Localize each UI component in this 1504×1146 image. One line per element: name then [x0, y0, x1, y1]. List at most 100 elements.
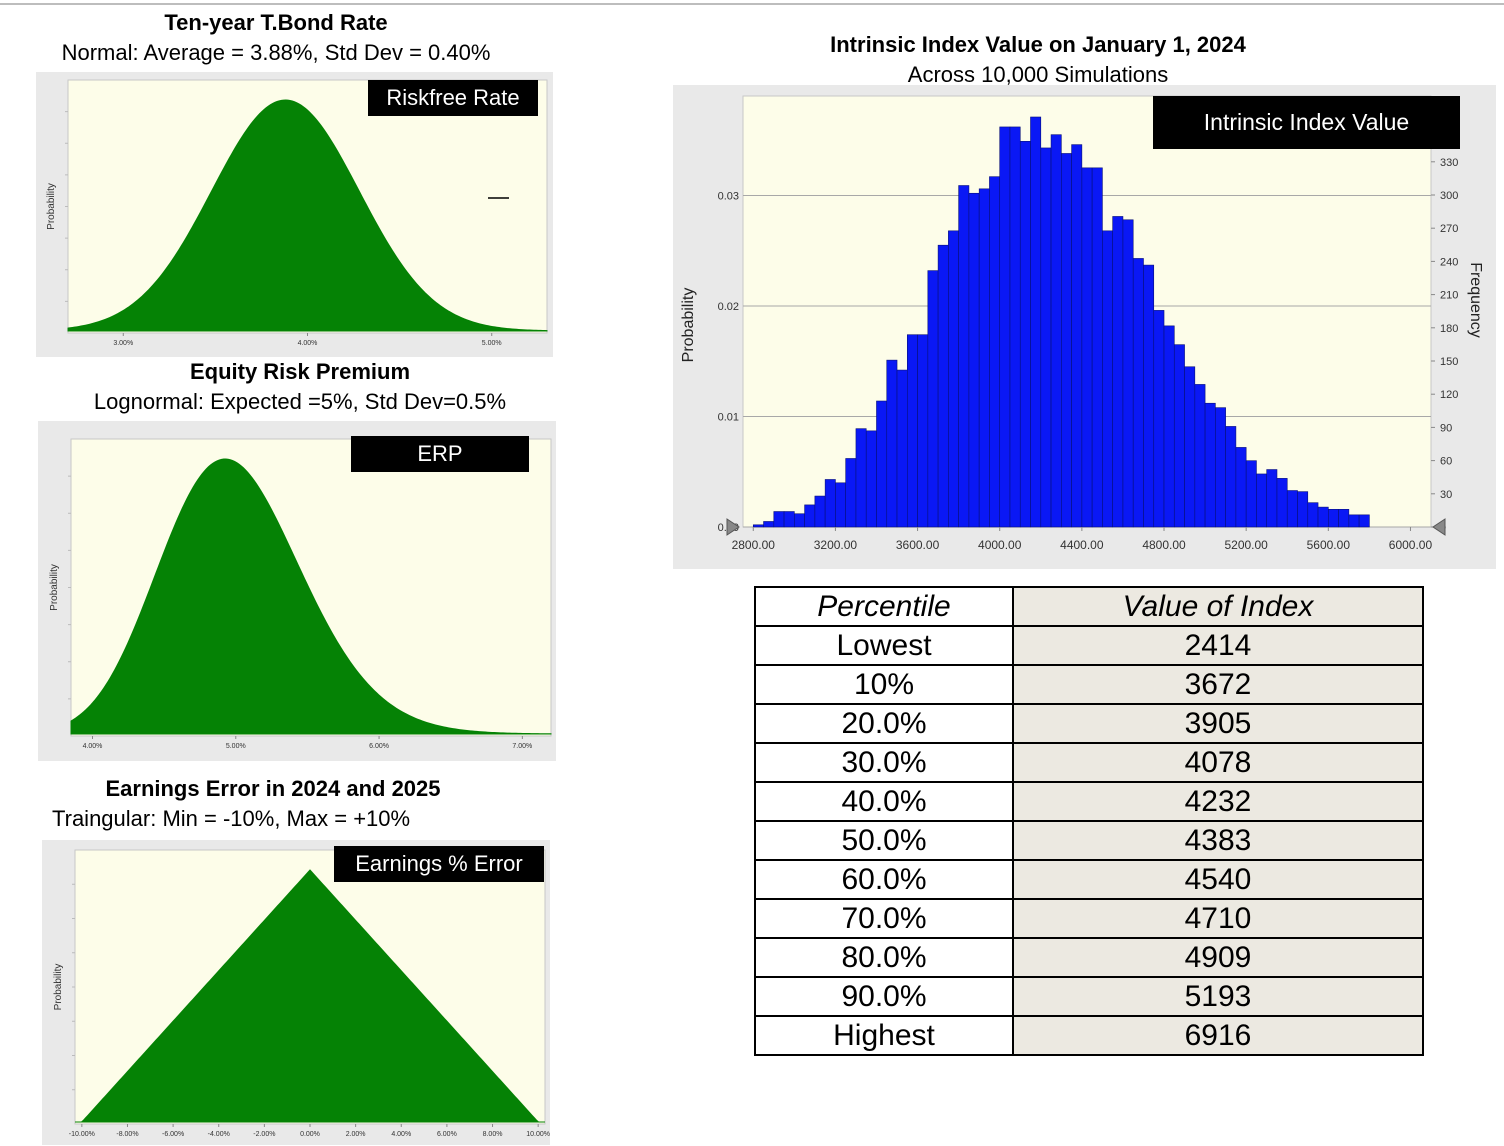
sim-y2-axis-label: Frequency: [1467, 262, 1484, 338]
sim-histogram-bar: [948, 230, 959, 528]
value-cell: 6916: [1012, 1015, 1424, 1056]
erp-x-tick-label: 6.00%: [369, 743, 389, 750]
sim-y2-tick-label: 120: [1440, 389, 1458, 401]
bond-chart-label: Riskfree Rate: [368, 80, 538, 116]
earn-title: Earnings Error in 2024 and 2025: [105, 776, 441, 801]
percentile-cell: 60.0%: [754, 859, 1014, 900]
bond-subtitle: Normal: Average = 3.88%, Std Dev = 0.40%: [61, 40, 491, 65]
percentile-cell: 50.0%: [754, 820, 1014, 861]
erp-x-tick-label: 4.00%: [83, 743, 103, 750]
earn-density-area: [75, 869, 545, 1123]
sim-x-tick-label: 6000.00: [1389, 538, 1433, 552]
value-cell: 5193: [1012, 976, 1424, 1017]
sim-histogram-bar: [1132, 258, 1144, 528]
sim-histogram-bar: [1348, 514, 1360, 528]
bond-x-tick-label: 5.00%: [482, 340, 502, 347]
value-cell: 4078: [1012, 742, 1424, 783]
sim-histogram-bar: [1081, 167, 1093, 528]
sim-histogram-bar: [794, 513, 805, 528]
sim-subtitle: Across 10,000 Simulations: [907, 62, 1169, 87]
sim-x-tick-label: 3600.00: [896, 538, 940, 552]
sim-x-tick-label: 4000.00: [978, 538, 1022, 552]
sim-histogram-bar: [906, 334, 918, 528]
sim-histogram-bar: [1091, 167, 1103, 528]
sim-histogram-bar: [989, 176, 1001, 528]
sim-histogram-bar: [773, 511, 785, 528]
erp-title-block: Equity Risk Premium Lognormal: Expected …: [40, 357, 560, 417]
earn-x-tick-label: -10.00%: [69, 1131, 95, 1138]
table-header-row: Percentile Value of Index: [754, 586, 1424, 627]
sim-histogram-bar: [1307, 502, 1319, 528]
value-cell: 3672: [1012, 664, 1424, 705]
value-cell: 4710: [1012, 898, 1424, 939]
sim-histogram-bar: [1235, 447, 1247, 528]
sim-histogram-bar: [1061, 153, 1072, 528]
sim-histogram-bar: [1317, 506, 1329, 528]
sim-y-tick-label: 0.02: [718, 301, 739, 313]
erp-x-tick-label: 5.00%: [226, 743, 246, 750]
sim-histogram-bar: [1050, 134, 1062, 528]
table-row: 80.0% 4909: [754, 937, 1424, 978]
sim-histogram-bar: [763, 521, 775, 528]
percentile-cell: 30.0%: [754, 742, 1014, 783]
sim-y2-tick-label: 270: [1440, 223, 1458, 235]
erp-chart-label: ERP: [351, 436, 529, 472]
sim-histogram-bar: [1143, 264, 1155, 528]
value-cell: 4909: [1012, 937, 1424, 978]
sim-y2-tick-label: 30: [1440, 489, 1452, 501]
sim-chart: 0.000.010.020.03030609012015018021024027…: [680, 95, 1484, 552]
value-cell: 2414: [1012, 625, 1424, 666]
sim-y2-tick-label: 240: [1440, 256, 1458, 268]
sim-histogram-bar: [1122, 219, 1134, 528]
erp-chart: 4.00% 5.00% 6.00% 7.00% Probability: [49, 438, 552, 750]
sim-histogram-bar: [1276, 478, 1288, 528]
sim-histogram-bar: [1286, 490, 1298, 528]
table-row: 60.0% 4540: [754, 859, 1424, 900]
earn-x-tick-label: 2.00%: [346, 1131, 366, 1138]
sim-histogram-bar: [1112, 216, 1124, 528]
sim-histogram-bar: [1030, 116, 1042, 528]
sim-histogram-bar: [1163, 325, 1175, 528]
earn-x-tick-label: 0.00%: [300, 1131, 320, 1138]
sim-histogram-bar: [927, 270, 939, 528]
value-cell: 3905: [1012, 703, 1424, 744]
sim-histogram-bar: [937, 244, 949, 528]
sim-y2-tick-label: 180: [1440, 323, 1458, 335]
table-row: Highest 6916: [754, 1015, 1424, 1056]
sim-histogram-bar: [1019, 141, 1031, 528]
earn-y-axis-label: Probability: [53, 964, 64, 1011]
table-row: 90.0% 5193: [754, 976, 1424, 1017]
percentile-cell: 40.0%: [754, 781, 1014, 822]
table-row: 10% 3672: [754, 664, 1424, 705]
sim-histogram-bar: [1256, 473, 1268, 528]
sim-right-slider-marker: [1432, 518, 1446, 536]
percentile-cell: 80.0%: [754, 937, 1014, 978]
percentile-cell: 70.0%: [754, 898, 1014, 939]
sim-histogram-bar: [814, 495, 826, 528]
sim-x-tick-label: 4800.00: [1142, 538, 1186, 552]
sim-histogram-bar: [845, 458, 857, 528]
sim-left-slider-marker: [726, 518, 740, 536]
sim-histogram-bar: [1009, 126, 1021, 528]
bond-chart-panel: 3.00% 4.00% 5.00% Probability Riskfree Rate: [36, 72, 553, 357]
sim-histogram-bar: [1225, 426, 1237, 528]
top-divider: [0, 3, 1504, 5]
percentile-cell: 10%: [754, 664, 1014, 705]
sim-histogram-bar: [1215, 407, 1226, 528]
sim-title-block: Intrinsic Index Value on January 1, 2024…: [790, 30, 1286, 90]
sim-histogram-bar: [1194, 384, 1206, 528]
sim-y2-tick-label: 300: [1440, 190, 1458, 202]
value-cell: 4383: [1012, 820, 1424, 861]
earn-x-tick-label: -4.00%: [208, 1131, 230, 1138]
sim-x-tick-label: 3200.00: [814, 538, 858, 552]
sim-y-axis-label: Probability: [680, 288, 697, 363]
erp-y-axis-label: Probability: [49, 564, 60, 611]
table-row: 40.0% 4232: [754, 781, 1424, 822]
sim-histogram-bar: [1040, 147, 1052, 528]
sim-histogram-bar: [1358, 514, 1370, 528]
table-row: Lowest 2414: [754, 625, 1424, 666]
value-cell: 4232: [1012, 781, 1424, 822]
earn-x-tick-label: -6.00%: [162, 1131, 184, 1138]
percentile-cell: 90.0%: [754, 976, 1014, 1017]
sim-histogram-bar: [1184, 366, 1196, 528]
